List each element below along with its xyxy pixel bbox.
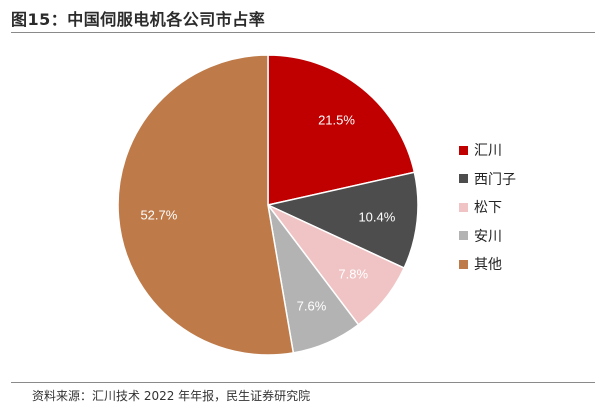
- slice-data-label-0: 21.5%: [318, 113, 355, 128]
- legend-swatch-2: [459, 202, 468, 212]
- legend-swatch-0: [459, 145, 468, 155]
- legend-label-3: 安川: [474, 228, 502, 245]
- legend-item-1: 西门子: [459, 165, 516, 194]
- title-bar: 图15：中国伺服电机各公司市占率: [11, 4, 595, 33]
- chart-legend: 汇川西门子松下安川其他: [459, 136, 516, 279]
- pie-slice-0: [267, 54, 416, 206]
- legend-swatch-3: [459, 231, 468, 241]
- source-bar: 资料来源：汇川技术 2022 年年报，民生证券研究院: [11, 382, 595, 403]
- slice-data-label-2: 7.8%: [338, 267, 368, 282]
- legend-swatch-4: [459, 259, 468, 269]
- legend-label-1: 西门子: [474, 171, 516, 188]
- source-note: 资料来源：汇川技术 2022 年年报，民生证券研究院: [32, 389, 311, 403]
- legend-label-0: 汇川: [474, 143, 502, 160]
- pie-slice-1: [265, 171, 419, 270]
- legend-swatch-1: [459, 174, 468, 184]
- chart-title: 图15：中国伺服电机各公司市占率: [11, 10, 266, 29]
- legend-label-4: 其他: [474, 257, 502, 274]
- legend-item-2: 松下: [459, 193, 516, 222]
- legend-item-4: 其他: [459, 250, 516, 279]
- slice-data-label-1: 10.4%: [358, 210, 395, 225]
- legend-item-0: 汇川: [459, 136, 516, 165]
- legend-item-3: 安川: [459, 222, 516, 251]
- slice-data-label-3: 7.6%: [297, 299, 327, 314]
- legend-label-2: 松下: [474, 200, 502, 217]
- pie-slice-4: [117, 54, 295, 356]
- slice-data-label-4: 52.7%: [140, 207, 177, 222]
